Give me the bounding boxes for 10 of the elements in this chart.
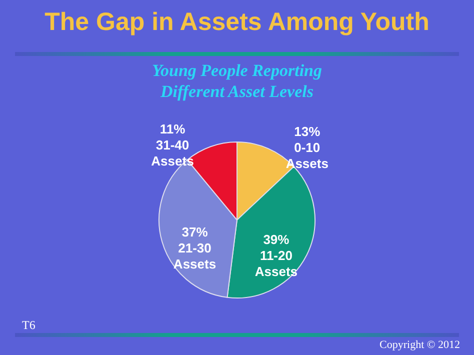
- chart-title: The Gap in Assets Among Youth: [44, 8, 430, 37]
- data-label: 37%: [182, 224, 208, 240]
- text: T6: [22, 318, 36, 333]
- data-label: 11%: [160, 122, 186, 137]
- slice-label: 21-30 Assets: [173, 240, 216, 272]
- slice-label: 11-20 Assets: [254, 248, 298, 279]
- data-label: 39%: [263, 232, 290, 247]
- chart-subtitle: Young People Reporting Different Asset Levels: [150, 60, 323, 102]
- text: Copyright © 2012: [380, 339, 460, 351]
- data-label: 13%: [294, 124, 321, 139]
